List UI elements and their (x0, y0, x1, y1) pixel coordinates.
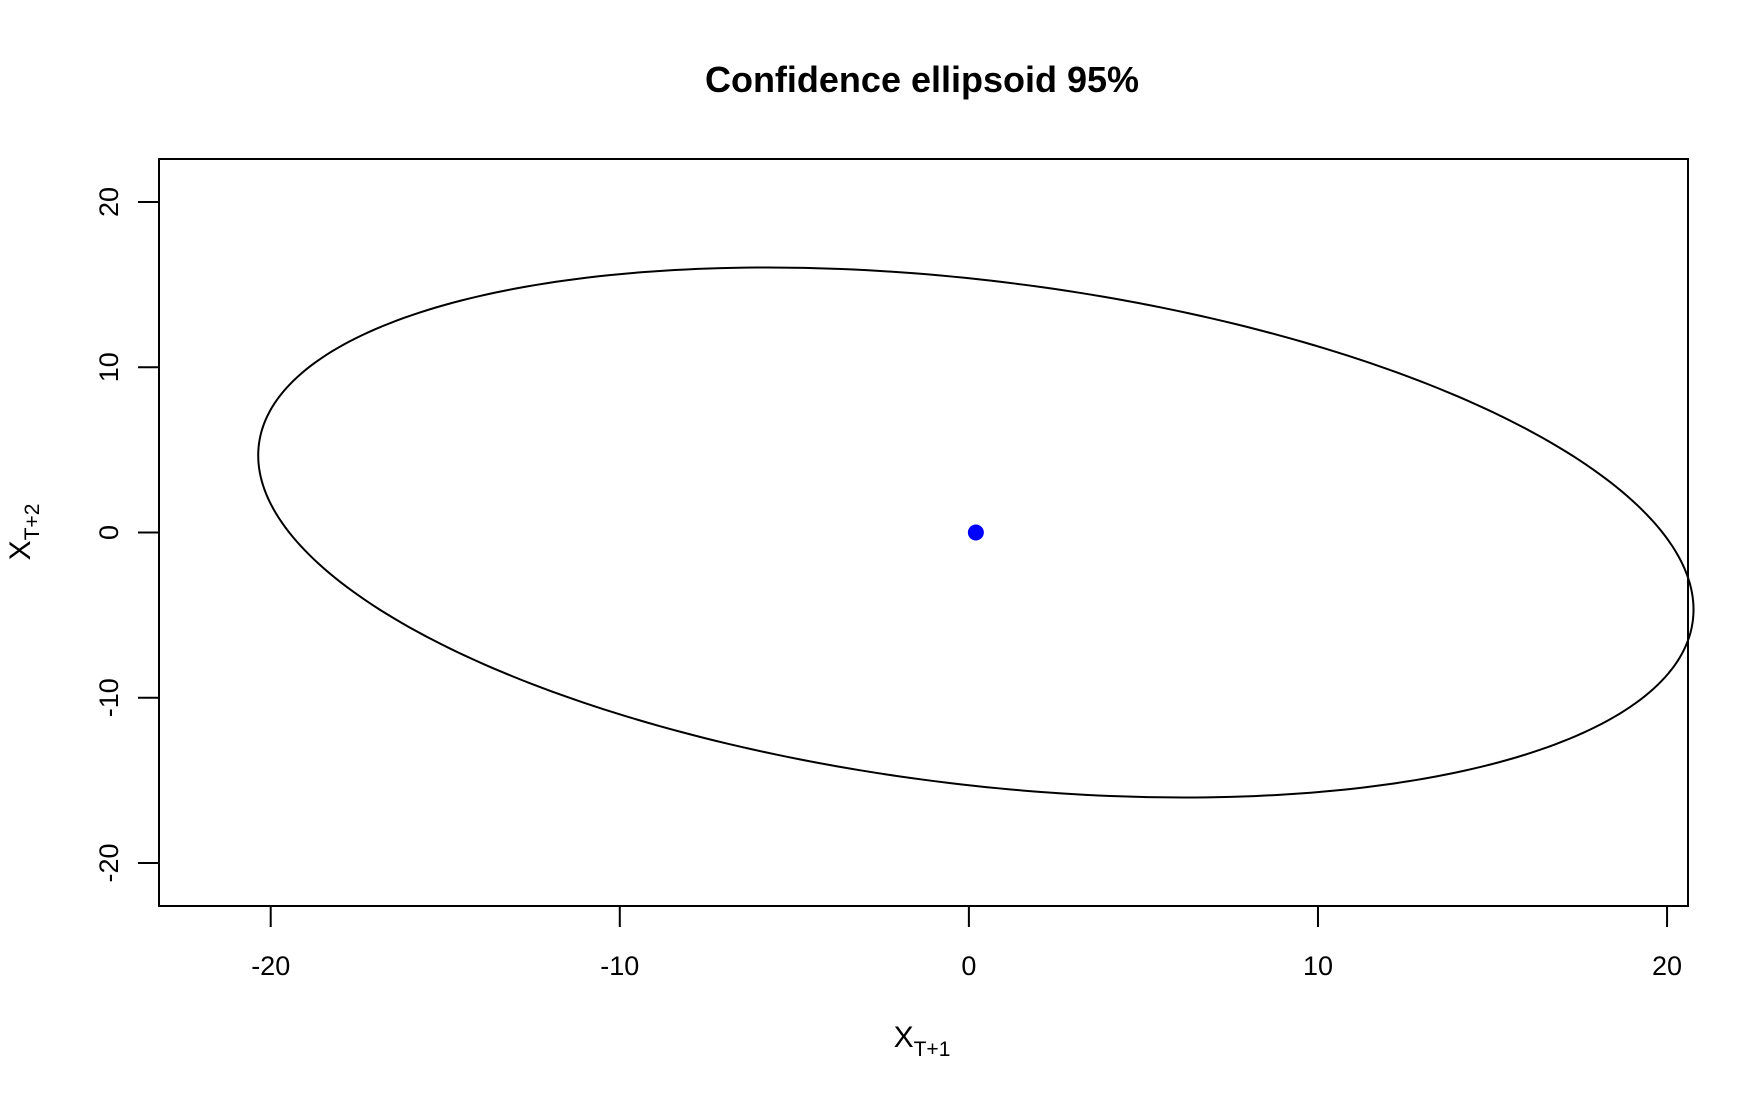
chart-title: Confidence ellipsoid 95% (705, 59, 1139, 100)
y-tick-label-3: 10 (94, 352, 124, 382)
y-tick-label-0: -20 (94, 844, 124, 883)
y-tick-label-4: 20 (94, 187, 124, 217)
y-axis: -20 -10 0 10 20 (94, 187, 160, 883)
y-axis-label-subscript: T+2 (21, 504, 44, 541)
x-tick-label-3: 10 (1303, 951, 1333, 981)
y-axis-label: XT+2 (4, 504, 44, 561)
x-tick-label-4: 20 (1652, 951, 1682, 981)
y-tick-label-2: 0 (94, 525, 124, 540)
y-axis-label-base: X (4, 540, 37, 560)
x-tick-label-0: -20 (251, 951, 290, 981)
x-axis: -20 -10 0 10 20 (251, 905, 1682, 981)
points-layer (967, 524, 984, 541)
x-axis-label-base: X (894, 1021, 914, 1054)
confidence-ellipse (257, 266, 1695, 799)
x-tick-label-2: 0 (961, 951, 976, 981)
x-tick-label-1: -10 (600, 951, 639, 981)
plot-frame (158, 158, 1689, 907)
x-axis-label-subscript: T+1 (914, 1038, 951, 1061)
y-tick-label-1: -10 (94, 678, 124, 717)
x-axis-label: XT+1 (894, 1021, 951, 1061)
center-point-0 (967, 524, 984, 541)
